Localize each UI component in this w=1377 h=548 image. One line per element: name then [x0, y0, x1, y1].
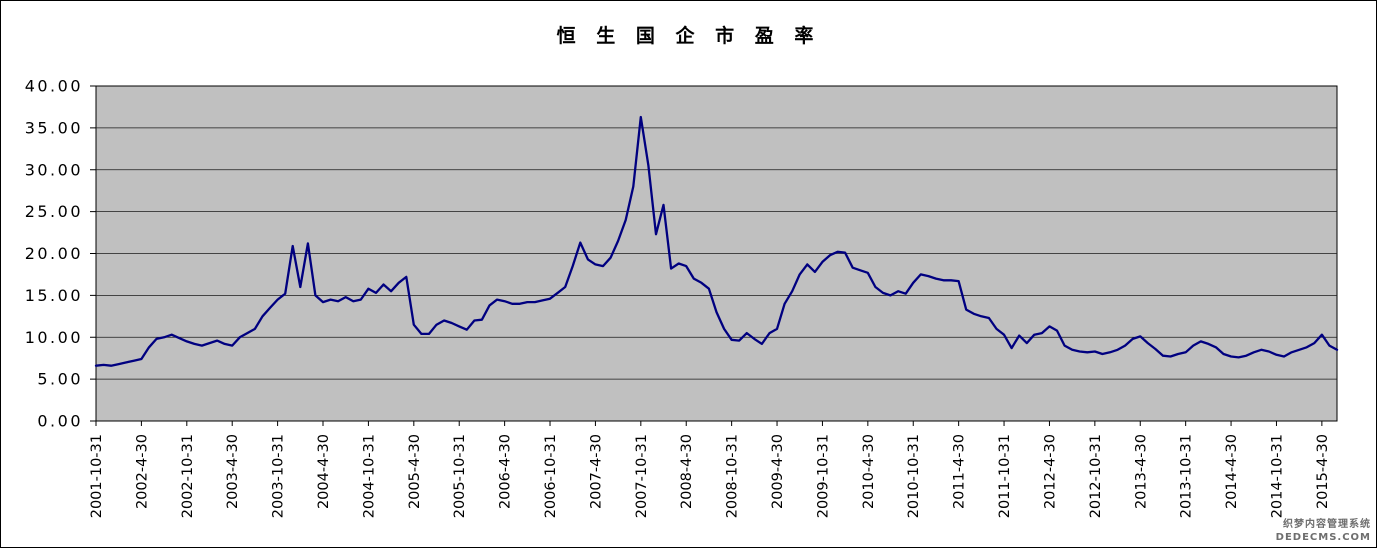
x-tick-label: 2006-10-31 — [543, 434, 559, 518]
y-tick-label: 25.00 — [25, 202, 83, 221]
x-tick-label: 2013-10-31 — [1179, 434, 1195, 518]
x-tick-label: 2014-10-31 — [1269, 434, 1285, 518]
x-tick-label: 2005-10-31 — [452, 434, 468, 518]
x-tick-label: 2007-10-31 — [634, 434, 650, 518]
x-tick-label: 2010-4-30 — [861, 434, 877, 509]
chart-title: 恒 生 国 企 市 盈 率 — [556, 25, 821, 47]
watermark: 织梦内容管理系统 DEDECMS.COM — [1276, 519, 1371, 544]
x-tick-label: 2012-10-31 — [1088, 434, 1104, 518]
x-tick-label: 2012-4-30 — [1042, 434, 1058, 509]
y-tick-label: 10.00 — [25, 328, 83, 347]
x-tick-label: 2010-10-31 — [906, 434, 922, 518]
y-tick-label: 40.00 — [25, 77, 83, 96]
x-tick-label: 2002-4-30 — [134, 434, 150, 509]
x-tick-label: 2005-4-30 — [407, 434, 423, 509]
x-tick-label: 2009-4-30 — [770, 434, 786, 509]
x-tick-label: 2007-4-30 — [588, 434, 604, 509]
y-tick-label: 15.00 — [25, 286, 83, 305]
x-tick-label: 2004-4-30 — [316, 434, 332, 509]
x-tick-label: 2011-4-30 — [952, 434, 968, 509]
y-tick-label: 35.00 — [25, 118, 83, 137]
x-tick-label: 2009-10-31 — [815, 434, 831, 518]
x-tick-label: 2003-10-31 — [271, 434, 287, 518]
y-tick-label: 30.00 — [25, 160, 83, 179]
x-tick-label: 2008-10-31 — [725, 434, 741, 518]
y-tick-label: 20.00 — [25, 244, 83, 263]
x-tick-label: 2014-4-30 — [1224, 434, 1240, 509]
y-tick-label: 5.00 — [37, 370, 83, 389]
pe-line — [94, 115, 1339, 367]
x-tick-label: 2006-4-30 — [498, 434, 514, 509]
x-tick-label: 2001-10-31 — [89, 434, 105, 518]
x-tick-label: 2013-4-30 — [1133, 434, 1149, 509]
y-tick-label: 0.00 — [37, 412, 83, 431]
x-tick-label: 2011-10-31 — [997, 434, 1013, 518]
x-tick-label: 2004-10-31 — [361, 434, 377, 518]
x-tick-label: 2015-4-30 — [1315, 434, 1331, 509]
watermark-cn: 织梦内容管理系统 — [1283, 519, 1371, 530]
x-tick-label: 2002-10-31 — [180, 434, 196, 518]
x-tick-label: 2003-4-30 — [225, 434, 241, 509]
x-tick-label: 2008-4-30 — [679, 434, 695, 509]
watermark-domain: DEDECMS.COM — [1275, 531, 1371, 543]
